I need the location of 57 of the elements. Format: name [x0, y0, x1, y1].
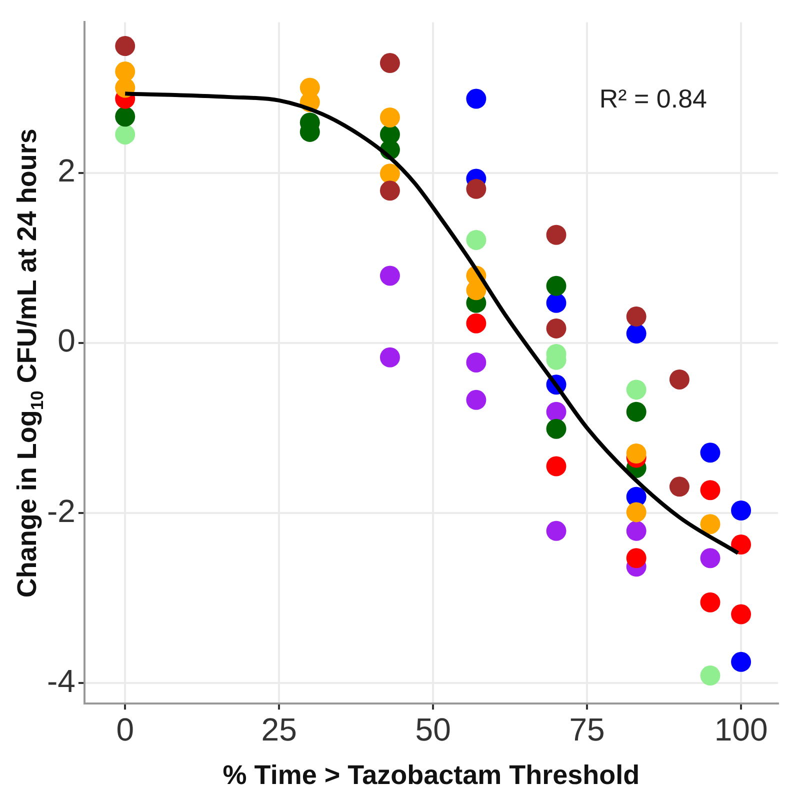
point — [731, 500, 752, 520]
annotation: R² = 0.84 — [599, 83, 707, 114]
point — [115, 36, 136, 56]
point — [669, 369, 690, 390]
point — [626, 444, 646, 464]
point — [700, 442, 720, 463]
point — [466, 352, 486, 372]
point — [626, 306, 646, 327]
point — [380, 107, 400, 128]
y-tick-label: -2 — [47, 492, 76, 529]
point — [380, 180, 400, 201]
point — [731, 604, 752, 624]
point — [380, 347, 400, 368]
point — [731, 652, 752, 672]
point — [731, 534, 752, 555]
x-tick-label: 50 — [415, 712, 451, 748]
point — [466, 390, 486, 410]
point — [626, 502, 646, 522]
y-tick-label: 0 — [58, 322, 76, 359]
point — [700, 592, 720, 612]
point — [700, 548, 720, 568]
point — [546, 456, 566, 476]
x-tick-label: 0 — [116, 712, 134, 748]
y-tick-label: 2 — [58, 152, 76, 189]
point — [466, 230, 486, 250]
point — [546, 402, 566, 422]
point — [380, 266, 400, 286]
point — [380, 164, 400, 184]
point — [626, 324, 646, 344]
point — [669, 476, 690, 497]
y-axis-title: Change in Log10 CFU/mL at 24 hours — [12, 128, 47, 598]
point — [546, 276, 566, 296]
x-tick-label: 75 — [569, 712, 605, 748]
point — [546, 418, 566, 439]
point — [466, 178, 486, 199]
point — [626, 548, 646, 568]
point — [700, 514, 720, 534]
point — [380, 53, 400, 74]
y-tick-label: -4 — [47, 663, 76, 700]
point — [115, 124, 136, 144]
point — [626, 402, 646, 422]
point — [466, 313, 486, 334]
x-tick-label: 100 — [714, 712, 768, 748]
point — [546, 520, 566, 541]
point — [626, 520, 646, 541]
point — [626, 380, 646, 400]
point — [466, 88, 486, 109]
point — [700, 666, 720, 686]
point — [546, 318, 566, 338]
point — [546, 224, 566, 245]
x-axis-title: % Time > Tazobactam Threshold — [222, 760, 640, 790]
point — [700, 480, 720, 500]
x-tick-label: 25 — [261, 712, 297, 748]
point — [546, 292, 566, 313]
point — [115, 78, 136, 98]
point — [115, 106, 136, 127]
point — [115, 62, 136, 82]
